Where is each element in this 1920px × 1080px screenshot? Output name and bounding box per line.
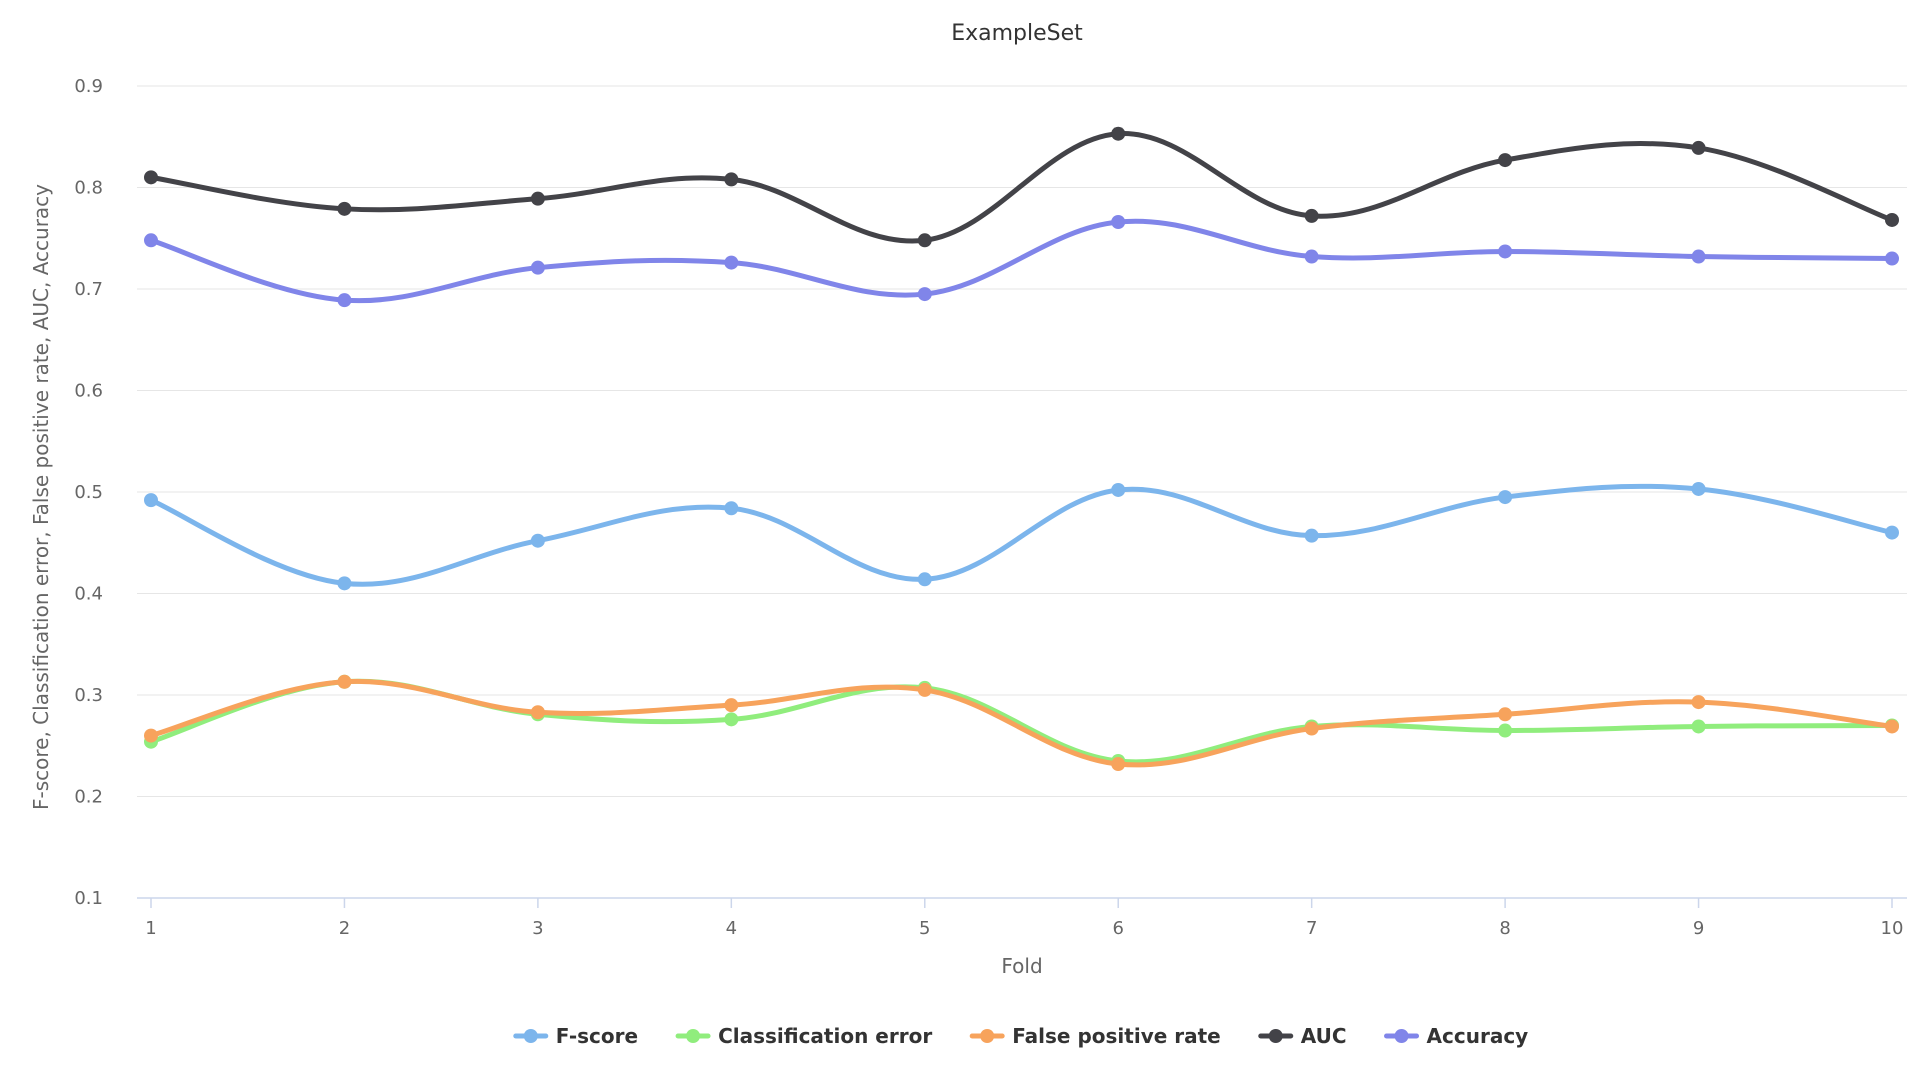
data-point-accuracy[interactable]	[337, 293, 352, 308]
y-tick-label: 0.1	[74, 888, 103, 909]
data-point-f-score[interactable]	[1691, 481, 1706, 496]
legend-item-f-score[interactable]: F-score	[513, 1024, 638, 1048]
data-point-classification-error[interactable]	[1691, 719, 1706, 734]
y-tick-label: 0.9	[74, 76, 103, 97]
legend-item-false-positive-rate[interactable]: False positive rate	[969, 1024, 1221, 1048]
data-point-false-positive-rate[interactable]	[1111, 757, 1126, 772]
data-point-false-positive-rate[interactable]	[1498, 707, 1513, 722]
y-tick-label: 0.3	[74, 685, 103, 706]
legend-swatch-marker	[980, 1029, 995, 1043]
series-line-f-score	[148, 483, 1895, 587]
legend-label: Accuracy	[1427, 1024, 1529, 1048]
data-point-f-score[interactable]	[1111, 482, 1126, 497]
series-false-positive-rate	[144, 674, 1899, 772]
data-point-f-score[interactable]	[1498, 490, 1513, 505]
legend-item-accuracy[interactable]: Accuracy	[1384, 1024, 1529, 1048]
data-point-false-positive-rate[interactable]	[917, 682, 932, 697]
legend-swatch-marker	[686, 1029, 701, 1043]
data-point-false-positive-rate[interactable]	[337, 674, 352, 689]
x-tick-label: 5	[919, 918, 930, 939]
series-line-accuracy	[148, 218, 1895, 304]
data-point-f-score[interactable]	[337, 576, 352, 591]
x-tick-label: 8	[1499, 918, 1510, 939]
x-tick-label: 3	[532, 918, 543, 939]
data-point-false-positive-rate[interactable]	[1885, 719, 1899, 734]
data-point-auc[interactable]	[530, 191, 545, 206]
series-line-auc	[148, 131, 1895, 244]
x-tick-label: 1	[145, 918, 156, 939]
series-f-score	[144, 481, 1899, 591]
data-point-false-positive-rate[interactable]	[724, 698, 739, 713]
legend-swatch-marker	[1394, 1029, 1409, 1043]
data-point-classification-error[interactable]	[724, 712, 739, 727]
series-line-classification-error	[148, 678, 1895, 765]
data-point-accuracy[interactable]	[530, 260, 545, 275]
y-tick-label: 0.4	[74, 584, 103, 605]
series-line-false-positive-rate	[148, 678, 1895, 768]
data-point-f-score[interactable]	[530, 533, 545, 548]
y-tick-label: 0.6	[74, 381, 103, 402]
data-point-false-positive-rate[interactable]	[530, 705, 545, 720]
data-point-accuracy[interactable]	[144, 233, 158, 248]
y-tick-label: 0.2	[74, 787, 103, 808]
data-point-accuracy[interactable]	[724, 255, 739, 270]
data-point-accuracy[interactable]	[1498, 244, 1513, 259]
data-point-f-score[interactable]	[724, 501, 739, 516]
y-tick-label: 0.8	[74, 178, 103, 199]
x-axis-title: Fold	[1001, 954, 1042, 978]
data-point-accuracy[interactable]	[1111, 215, 1126, 230]
x-tick-label: 10	[1881, 918, 1904, 939]
legend-item-classification-error[interactable]: Classification error	[675, 1024, 932, 1048]
y-axis-title: F-score, Classification error, False pos…	[29, 184, 53, 810]
legend-label: F-score	[556, 1024, 638, 1048]
legend-label: AUC	[1301, 1024, 1347, 1048]
data-point-auc[interactable]	[1691, 140, 1706, 155]
data-point-false-positive-rate[interactable]	[144, 728, 158, 743]
data-point-accuracy[interactable]	[1304, 249, 1319, 264]
data-point-false-positive-rate[interactable]	[1304, 721, 1319, 736]
data-point-f-score[interactable]	[917, 572, 932, 587]
data-point-auc[interactable]	[337, 201, 352, 216]
chart-title: ExampleSet	[951, 21, 1083, 46]
data-point-auc[interactable]	[1498, 153, 1513, 168]
data-point-accuracy[interactable]	[1885, 251, 1899, 266]
series-accuracy	[144, 215, 1899, 308]
legend-swatch-marker	[1268, 1029, 1283, 1043]
data-point-auc[interactable]	[917, 233, 932, 248]
data-point-auc[interactable]	[144, 170, 158, 185]
data-point-f-score[interactable]	[144, 493, 158, 508]
grid-layer	[137, 85, 1907, 797]
series-auc	[144, 126, 1899, 248]
x-tick-label: 4	[726, 918, 737, 939]
x-tick-label: 2	[339, 918, 350, 939]
y-tick-label: 0.5	[74, 482, 103, 503]
legend: F-score Classification error False positiv…	[513, 1024, 1529, 1048]
data-point-classification-error[interactable]	[1498, 723, 1513, 738]
data-point-auc[interactable]	[1304, 208, 1319, 223]
x-tick-label: 7	[1306, 918, 1317, 939]
legend-label: False positive rate	[1012, 1024, 1221, 1048]
data-point-auc[interactable]	[724, 172, 739, 187]
x-tick-label: 6	[1112, 918, 1123, 939]
data-point-false-positive-rate[interactable]	[1691, 695, 1706, 710]
axis-layer: 0.9 0.8 0.7 0.6 0.5 0.4 0.3 0.2 0.1 1 2 3 4 5 6 7 8 9 10	[74, 76, 1907, 939]
data-point-f-score[interactable]	[1885, 525, 1899, 540]
data-point-accuracy[interactable]	[917, 287, 932, 302]
legend-label: Classification error	[718, 1024, 932, 1048]
data-point-accuracy[interactable]	[1691, 249, 1706, 264]
data-point-auc[interactable]	[1111, 126, 1126, 141]
x-tick-label: 9	[1693, 918, 1704, 939]
data-point-auc[interactable]	[1885, 212, 1899, 227]
legend-swatch-marker	[523, 1029, 538, 1043]
data-point-f-score[interactable]	[1304, 528, 1319, 543]
y-tick-label: 0.7	[74, 279, 103, 300]
legend-item-auc[interactable]: AUC	[1258, 1024, 1347, 1048]
series-layer	[144, 126, 1899, 772]
